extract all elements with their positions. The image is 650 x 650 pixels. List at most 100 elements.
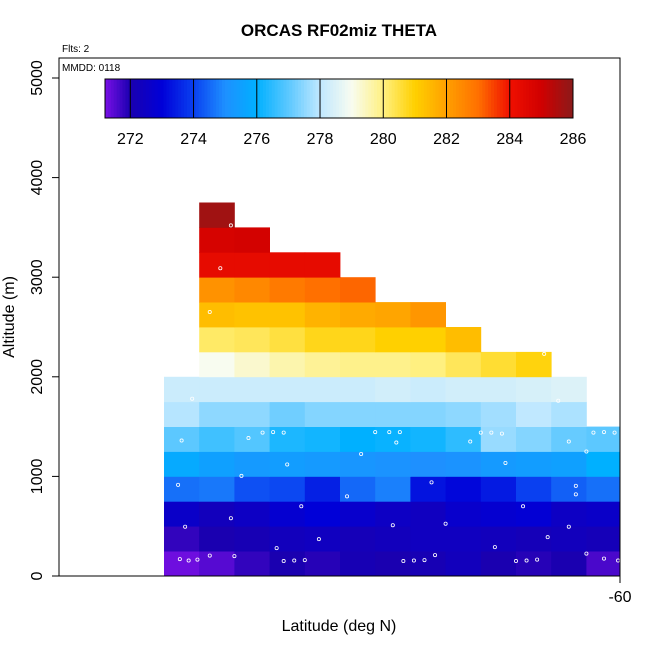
colorbar-swatch xyxy=(306,79,311,118)
heatmap-cell xyxy=(480,451,517,477)
colorbar-swatch xyxy=(412,79,416,118)
colorbar-swatch xyxy=(140,79,144,118)
colorbar-swatch xyxy=(303,79,308,118)
colorbar-swatch xyxy=(426,79,431,118)
colorbar-swatch xyxy=(145,79,150,118)
flight-track-point xyxy=(232,554,237,559)
heatmap-cell xyxy=(269,277,306,303)
heatmap-cell xyxy=(516,351,552,378)
colorbar-swatch xyxy=(464,79,469,118)
heatmap-cells xyxy=(164,202,620,577)
colorbar-swatch xyxy=(207,79,211,118)
colorbar-swatch xyxy=(163,79,167,118)
colorbar-swatch xyxy=(292,79,296,118)
flight-track-point xyxy=(584,449,589,454)
heatmap-cell xyxy=(199,426,235,452)
flight-track-point xyxy=(566,439,571,444)
colorbar-swatch xyxy=(134,79,138,118)
colorbar-swatch xyxy=(122,79,126,118)
colorbar-swatch xyxy=(543,79,548,118)
heatmap-cell xyxy=(199,376,235,403)
heatmap-cell xyxy=(516,401,552,427)
heatmap-cell xyxy=(410,302,446,328)
colorbar-swatch xyxy=(116,79,121,118)
heatmap-cell xyxy=(269,551,306,577)
x-axis-label: Latitude (deg N) xyxy=(282,618,397,635)
colorbar-tick-label: 280 xyxy=(370,131,397,148)
colorbar-swatch xyxy=(222,79,226,118)
heatmap-cell xyxy=(375,351,411,378)
plot-frame xyxy=(58,57,621,577)
colorbar-swatch xyxy=(502,79,507,118)
flight-track-point xyxy=(228,516,233,521)
heatmap-cell xyxy=(410,401,446,427)
colorbar-swatch xyxy=(151,79,156,118)
date-annotation: MMDD: 0118 xyxy=(62,63,121,74)
heatmap-cell xyxy=(304,327,341,353)
heatmap-cell xyxy=(164,376,200,403)
colorbar-swatch xyxy=(555,79,559,118)
heatmap-cell xyxy=(375,327,411,353)
flight-track-point xyxy=(397,430,402,435)
heatmap-cell xyxy=(269,401,306,427)
heatmap-cell xyxy=(340,551,376,577)
colorbar-swatch xyxy=(131,79,135,118)
flight-track-point xyxy=(602,556,607,561)
colorbar-swatch xyxy=(183,79,188,118)
heatmap-cell xyxy=(269,501,306,527)
flight-track-point xyxy=(186,558,191,563)
heatmap-cell xyxy=(304,551,341,577)
heatmap-cell xyxy=(375,526,411,552)
colorbar-swatch xyxy=(239,79,243,118)
flight-track-point xyxy=(299,504,304,509)
flight-track-point xyxy=(503,460,508,465)
heatmap-cell xyxy=(234,376,270,403)
colorbar-swatch xyxy=(394,79,398,118)
heatmap-cell xyxy=(234,277,270,303)
heatmap-cell xyxy=(199,526,235,552)
heatmap-cell xyxy=(304,501,341,527)
colorbar-swatch xyxy=(166,79,170,118)
colorbar-swatch xyxy=(377,79,381,118)
heatmap-cell xyxy=(234,526,270,552)
heatmap-cell xyxy=(551,376,587,403)
colorbar-swatch xyxy=(268,79,273,118)
y-axis: 0 1000 2000 3000 4000 5000 xyxy=(29,60,59,580)
heatmap-cell xyxy=(304,426,341,452)
heatmap-cell xyxy=(164,476,200,502)
heatmap-cell xyxy=(340,501,376,527)
colorbar-swatch xyxy=(280,79,284,118)
colorbar-swatch xyxy=(175,79,179,118)
heatmap-cell xyxy=(234,426,270,452)
colorbar-swatch xyxy=(210,79,214,118)
heatmap-cell xyxy=(199,302,235,328)
heatmap-cell xyxy=(269,351,306,378)
colorbar-swatch xyxy=(195,79,200,118)
colorbar-swatch xyxy=(353,79,358,118)
colorbar-swatch xyxy=(137,79,141,118)
heatmap-cell xyxy=(199,451,235,477)
colorbar-swatch xyxy=(403,79,407,118)
heatmap-cell xyxy=(234,501,270,527)
colorbar-swatch xyxy=(192,79,197,118)
heatmap-cell xyxy=(269,476,306,502)
heatmap-cell xyxy=(375,302,411,328)
flight-track-point xyxy=(316,537,321,542)
heatmap-cell xyxy=(304,376,341,403)
colorbar-swatch xyxy=(450,79,454,118)
x-tick-label: -60 xyxy=(608,589,631,606)
colorbar-swatch xyxy=(461,79,466,118)
heatmap-cell xyxy=(586,476,620,502)
flight-track-point xyxy=(281,430,286,435)
flight-track-point xyxy=(573,492,578,497)
colorbar-swatch xyxy=(277,79,281,118)
colorbar-swatch xyxy=(537,79,542,118)
colorbar-swatch xyxy=(505,79,510,118)
colorbar-swatch xyxy=(265,79,270,118)
colorbar-tick-label: 284 xyxy=(496,131,523,148)
flight-track-point xyxy=(468,439,473,444)
flight-track-point xyxy=(387,430,392,435)
flight-track-point xyxy=(411,558,416,563)
flight-track-point xyxy=(183,524,188,529)
colorbar-swatch xyxy=(271,79,276,118)
